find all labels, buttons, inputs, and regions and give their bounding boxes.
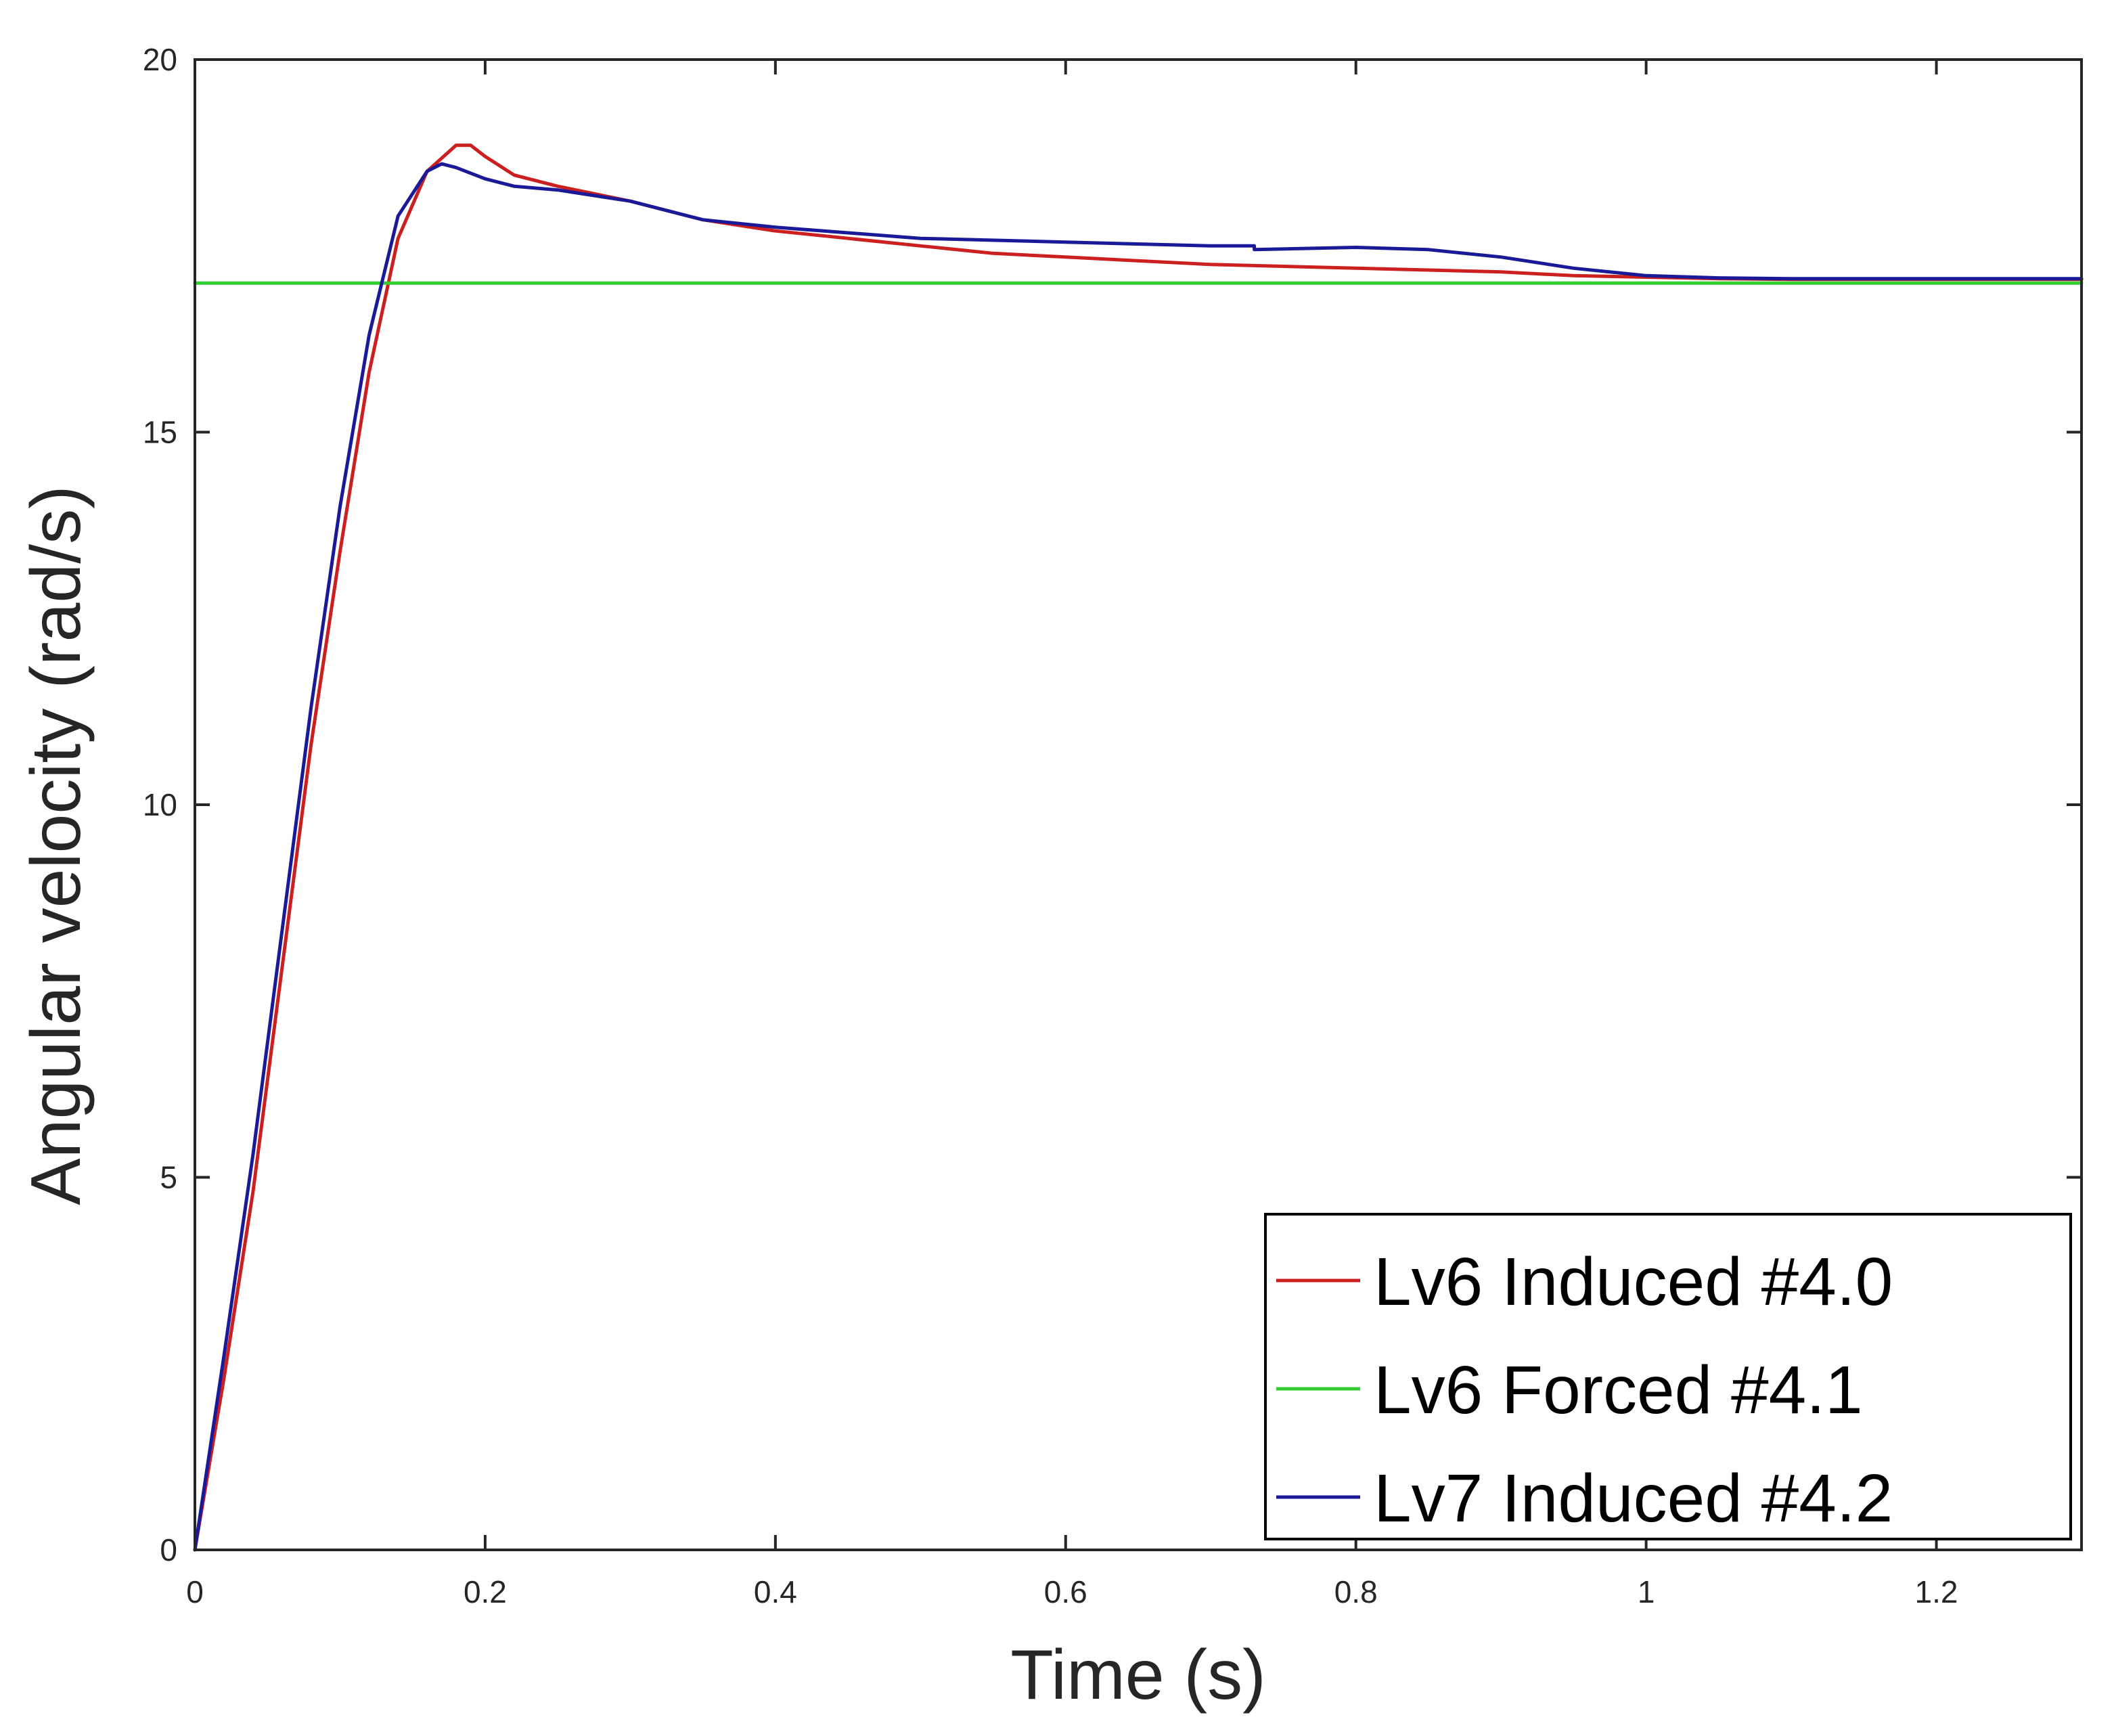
y-axis-title: Angular velocity (rad/s) — [17, 485, 95, 1205]
y-tick-label: 20 — [143, 42, 177, 77]
x-tick-label: 1 — [1638, 1574, 1655, 1609]
series-lines — [193, 143, 2084, 1552]
x-tick-label: 0.6 — [1044, 1574, 1087, 1609]
legend: Lv6 Induced #4.0 Lv6 Forced #4.1 Lv7 Induc… — [1264, 1213, 2072, 1540]
legend-label: Lv6 Forced #4.1 — [1374, 1352, 1863, 1428]
y-tick-label: 15 — [143, 415, 177, 450]
x-tick-label: 0.2 — [464, 1574, 507, 1609]
x-tick-label: 0.8 — [1334, 1574, 1378, 1609]
legend-box — [1264, 1213, 2072, 1540]
ticks: 0 0.2 0.4 0.6 0.8 1 1.2 0 5 10 15 20 — [143, 42, 2082, 1609]
series-line-3 — [193, 162, 2084, 1552]
y-tick-label: 0 — [160, 1532, 177, 1567]
x-tick-label: 1.2 — [1915, 1574, 1958, 1609]
y-tick-label: 10 — [143, 787, 177, 822]
x-axis-title: Time (s) — [1010, 1636, 1265, 1714]
x-tick-label: 0.4 — [754, 1574, 797, 1609]
legend-label: Lv7 Induced #4.2 — [1374, 1461, 1893, 1536]
x-tick-label: 0 — [186, 1574, 204, 1609]
legend-label: Lv6 Induced #4.0 — [1374, 1244, 1893, 1320]
y-tick-label: 5 — [160, 1160, 177, 1195]
